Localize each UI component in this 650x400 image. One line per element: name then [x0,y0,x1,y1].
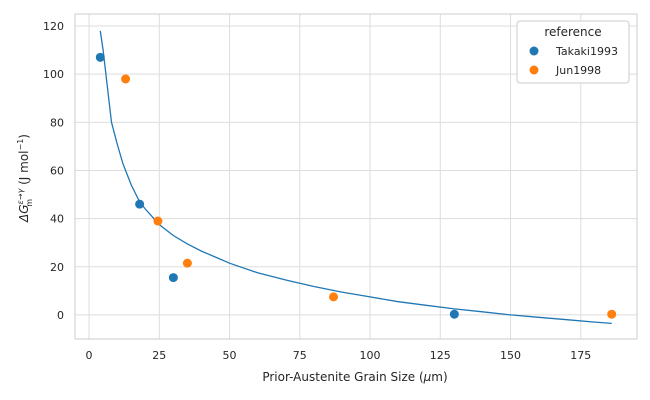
point-takaki1993 [168,273,178,283]
legend-label-takaki1993: Takaki1993 [555,45,618,58]
y-tick-label: 80 [50,116,64,129]
point-jun1998 [121,74,131,84]
x-tick-label: 125 [430,349,451,362]
point-takaki1993 [135,199,145,209]
x-tick-label: 175 [570,349,591,362]
x-tick-label: 50 [223,349,237,362]
legend: reference Takaki1993 Jun1998 [516,20,630,84]
point-jun1998 [329,292,339,302]
y-tick-label: 0 [57,309,64,322]
legend-label-jun1998: Jun1998 [555,64,601,77]
legend-item-jun1998: Jun1998 [529,64,601,77]
x-tick-label: 150 [500,349,521,362]
y-tick-label: 60 [50,164,64,177]
x-tick-label: 100 [360,349,381,362]
legend-title: reference [544,25,601,39]
legend-box [516,20,630,84]
x-tick-label: 75 [293,349,307,362]
legend-marker-jun1998 [529,65,539,75]
legend-item-takaki1993: Takaki1993 [529,45,618,58]
point-takaki1993 [95,52,105,62]
y-tick-label: 20 [50,261,64,274]
y-axis-label: ΔGε→γm(J mol−1) [16,134,34,223]
x-tick-label: 0 [86,349,93,362]
tick-labels: 0 25 50 75 100 125 150 175 0 20 40 60 80 100 120 [43,20,591,362]
point-jun1998 [182,258,192,268]
point-jun1998 [607,309,617,319]
plot-frame [74,13,638,340]
y-tick-label: 100 [43,68,64,81]
y-tick-label: 120 [43,20,64,33]
point-jun1998 [153,216,163,226]
x-axis-label: Prior-Austenite Grain Size (μm) [262,370,447,384]
data-points [95,52,617,319]
point-takaki1993 [449,309,459,319]
fit-line [99,30,612,325]
legend-marker-takaki1993 [529,46,539,56]
y-tick-label: 40 [50,213,64,226]
x-tick-label: 25 [152,349,166,362]
